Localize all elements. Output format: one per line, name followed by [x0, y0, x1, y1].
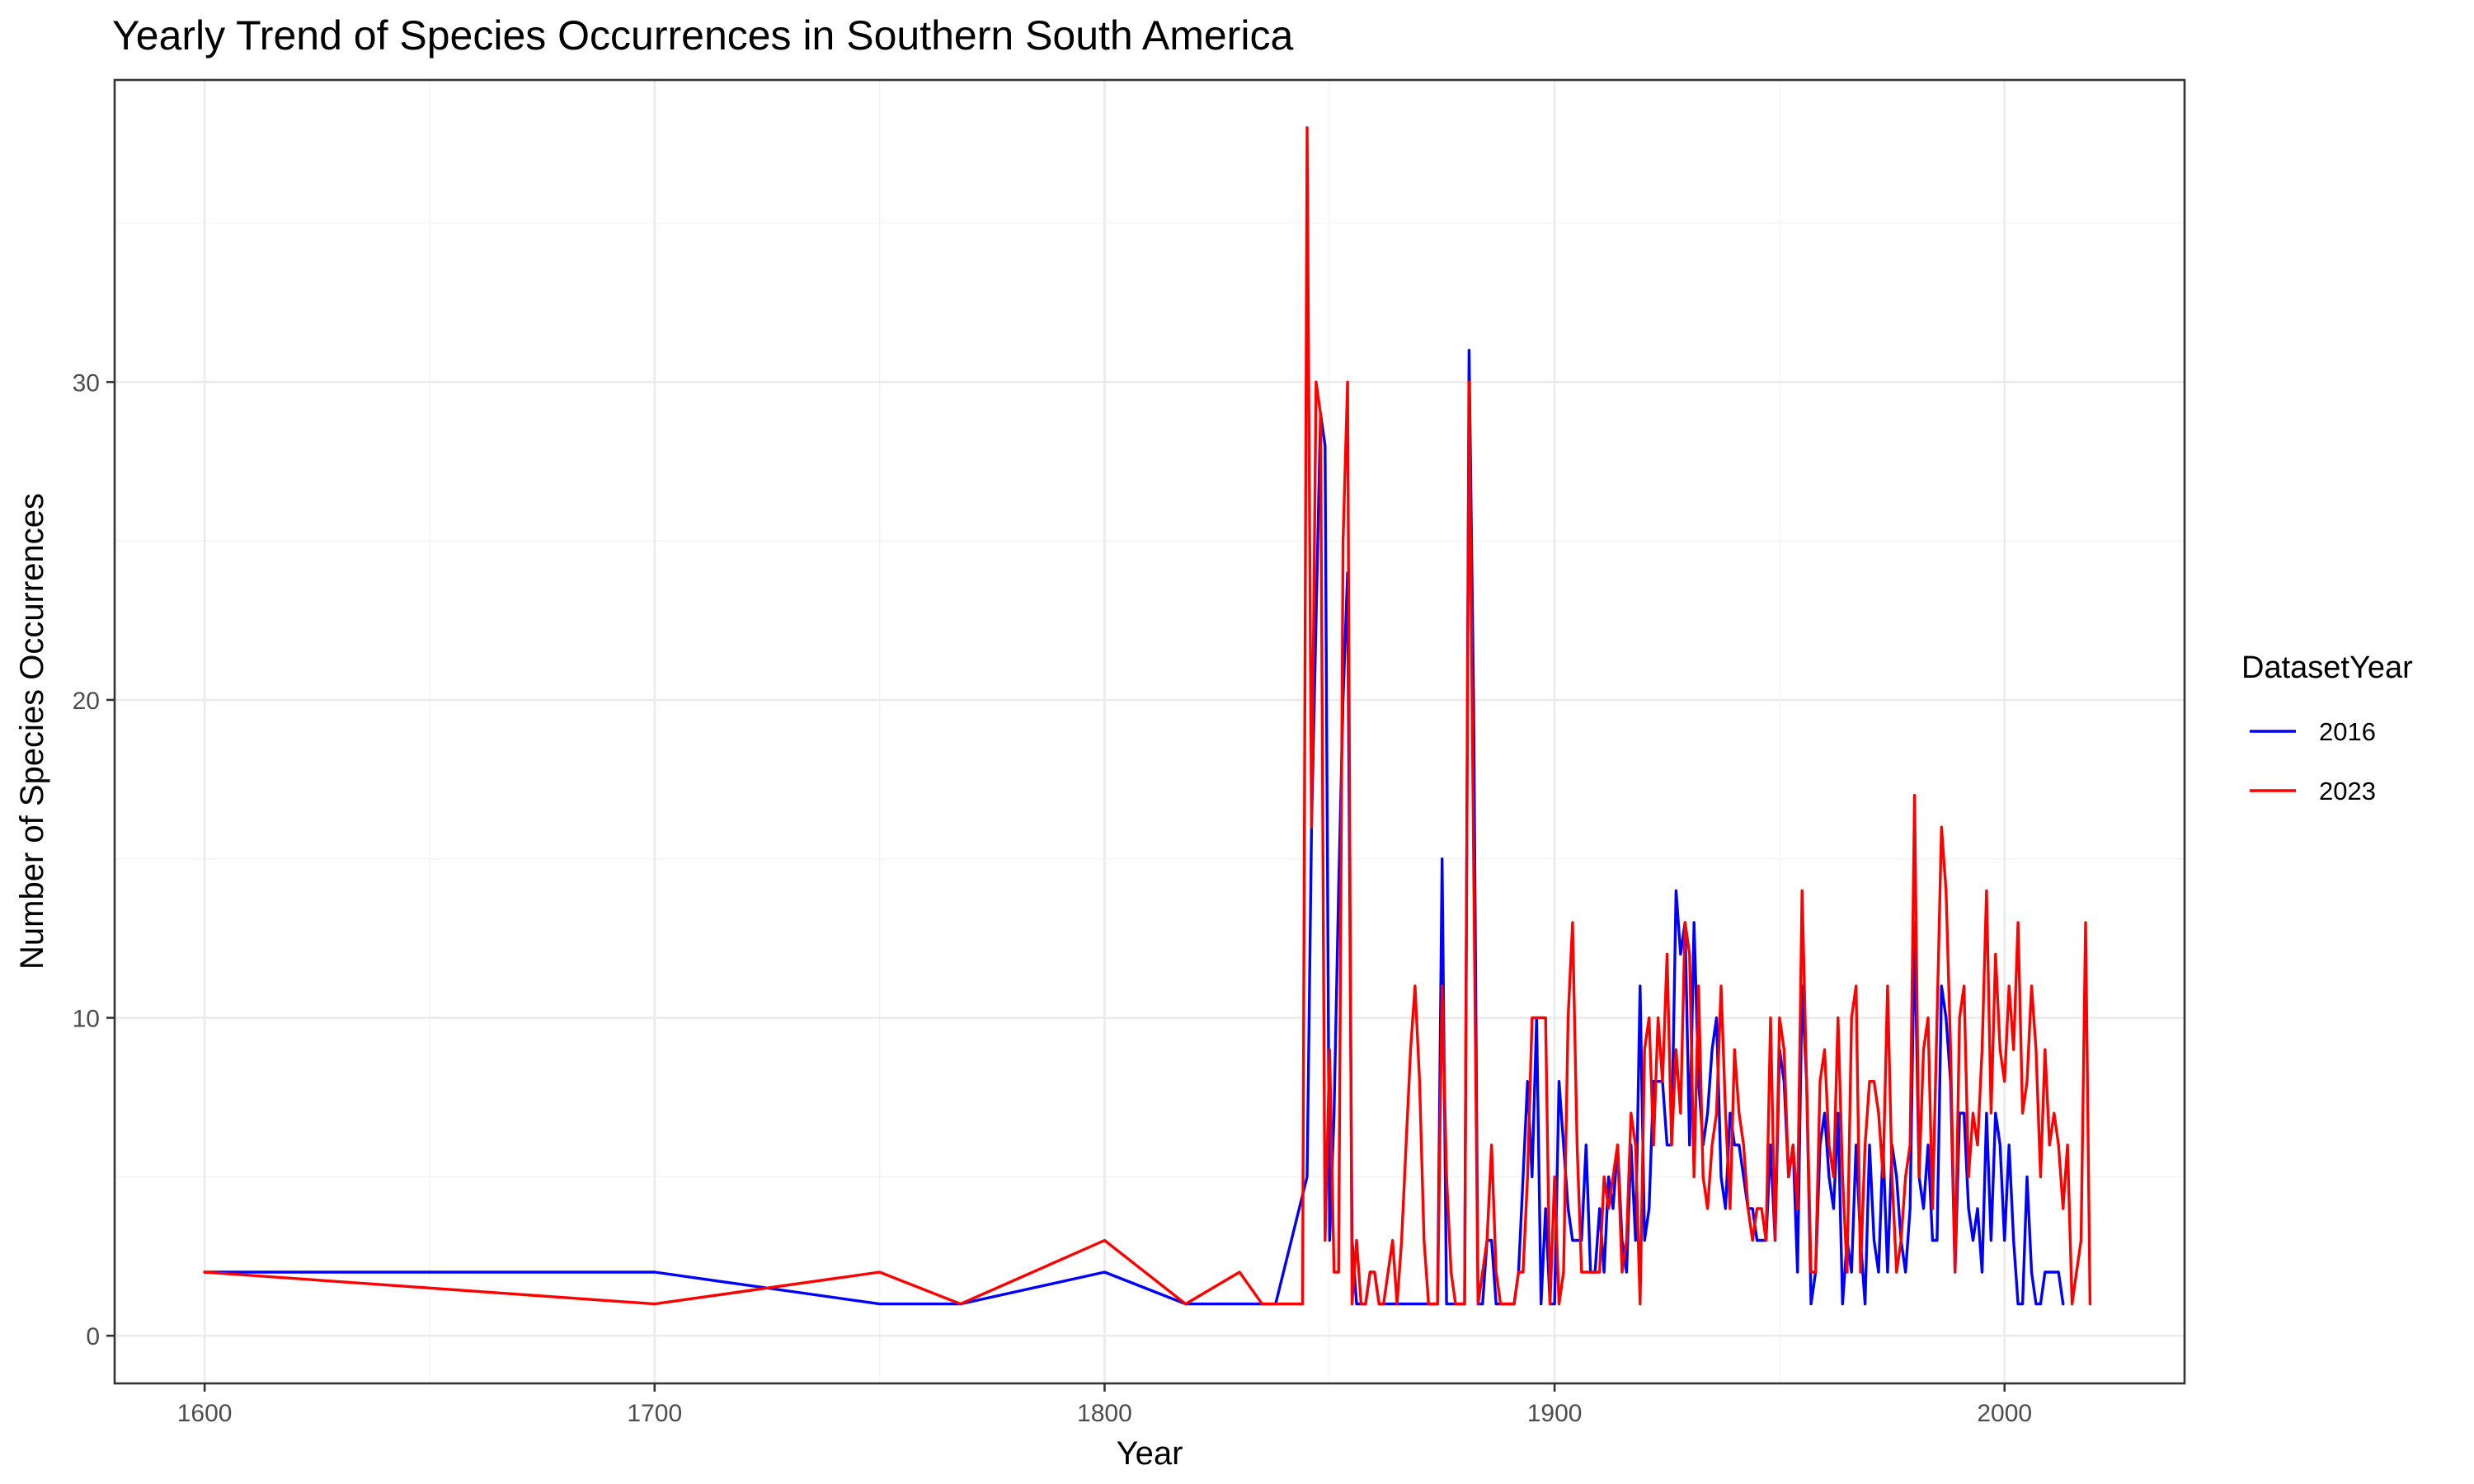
x-tick-label: 1700	[627, 1400, 682, 1427]
x-tick-label: 1900	[1527, 1400, 1583, 1427]
plot-panel	[113, 78, 2186, 1385]
y-tick-label: 0	[86, 1323, 100, 1350]
legend-label-2023: 2023	[2319, 777, 2376, 805]
major-grid	[115, 80, 2185, 1383]
legend-items: 2016 2023	[2250, 717, 2376, 805]
minor-grid	[115, 80, 2185, 1383]
y-axis-title: Number of Species Occurrences	[14, 493, 50, 970]
plot-panel-border	[113, 78, 2186, 1385]
x-tick-label: 2000	[1977, 1400, 2032, 1427]
legend: DatasetYear 2016 2023	[2241, 650, 2413, 805]
series-line-2023	[203, 126, 2092, 1306]
legend-label-2016: 2016	[2319, 717, 2376, 746]
y-axis: 0 10 20 30	[73, 369, 115, 1350]
x-tick-label: 1800	[1077, 1400, 1132, 1427]
y-tick-label: 30	[73, 369, 100, 397]
chart-title: Yearly Trend of Species Occurrences in S…	[112, 12, 1293, 59]
y-tick-label: 10	[73, 1006, 100, 1033]
x-axis-title: Year	[1117, 1435, 1183, 1472]
x-axis: 1600 1700 1800 1900 2000	[177, 1383, 2032, 1427]
legend-title: DatasetYear	[2241, 650, 2413, 685]
y-tick-label: 20	[73, 688, 100, 715]
x-tick-label: 1600	[177, 1400, 233, 1427]
plot-panel-background	[115, 80, 2185, 1383]
series-layer	[203, 126, 2092, 1306]
